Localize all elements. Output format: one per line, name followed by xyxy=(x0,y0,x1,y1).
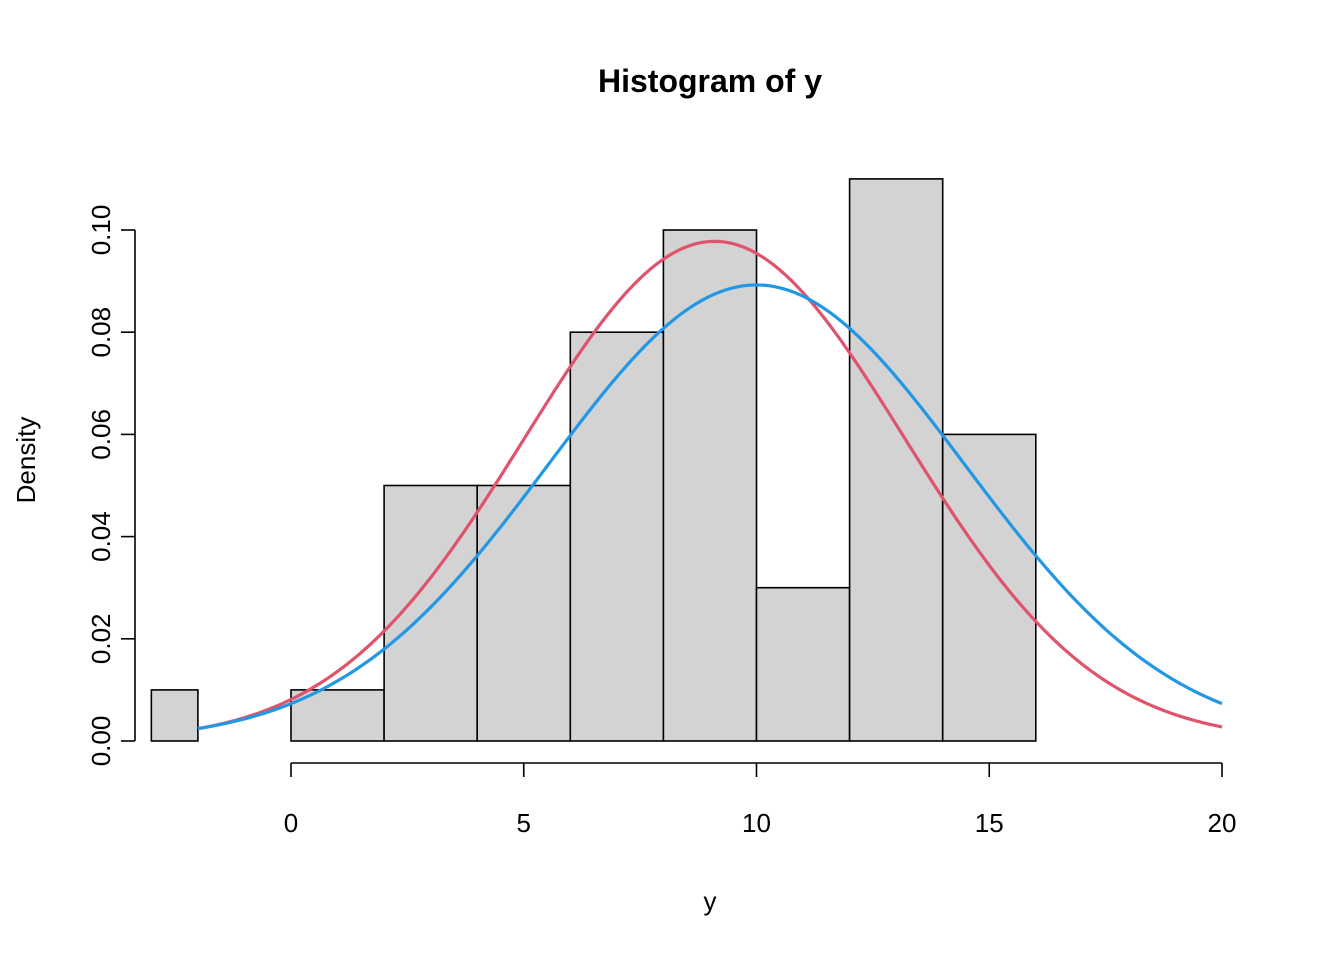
histogram-bar xyxy=(383,484,479,742)
histogram-bar xyxy=(150,689,199,742)
y-tick-label: 0.10 xyxy=(86,205,116,256)
y-tick-label: 0.02 xyxy=(86,613,116,664)
histogram-bar xyxy=(848,178,944,742)
histogram-bar xyxy=(662,229,758,742)
x-tick-label: 5 xyxy=(517,808,531,838)
x-tick-label: 20 xyxy=(1208,808,1237,838)
y-tick-label: 0.06 xyxy=(86,409,116,460)
density-curves xyxy=(197,239,1223,731)
y-axis-label: Density xyxy=(11,417,41,504)
histogram-bar xyxy=(569,331,665,742)
y-axis: 0.00 0.02 0.04 0.06 0.08 0.10 xyxy=(86,205,136,767)
histogram-bar xyxy=(476,484,572,742)
x-axis-label: y xyxy=(704,886,717,916)
x-tick-label: 10 xyxy=(742,808,771,838)
density-curve-1 xyxy=(197,239,1223,731)
histogram-bars xyxy=(150,178,1037,742)
x-tick-label: 15 xyxy=(975,808,1004,838)
histogram-bar xyxy=(755,586,851,742)
x-tick-label: 0 xyxy=(284,808,298,838)
y-tick-label: 0.04 xyxy=(86,511,116,562)
density-curve-2 xyxy=(197,283,1223,731)
x-axis: 0 5 10 15 20 xyxy=(284,762,1237,838)
chart-title: Histogram of y xyxy=(598,63,822,99)
y-tick-label: 0.08 xyxy=(86,307,116,358)
histogram-bar xyxy=(941,433,1037,742)
y-tick-label: 0.00 xyxy=(86,716,116,767)
